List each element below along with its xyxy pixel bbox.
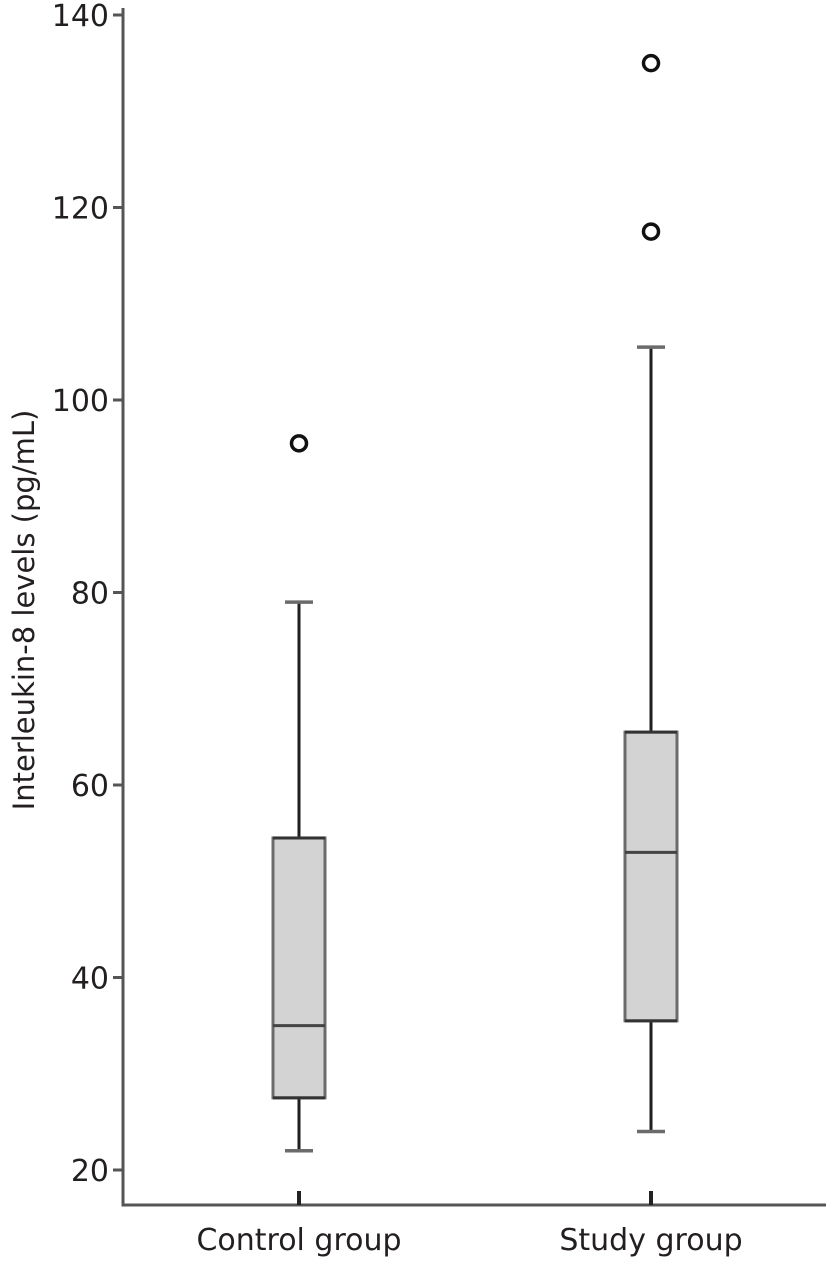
y-tick-label: 100 <box>52 384 109 419</box>
y-tick-label: 40 <box>71 962 109 997</box>
x-tick-label: Control group <box>196 1223 401 1258</box>
y-tick-label: 60 <box>71 769 109 804</box>
y-tick-label: 80 <box>71 577 109 612</box>
box-control-group <box>271 434 327 1153</box>
y-tick-label: 140 <box>52 0 109 34</box>
x-axis-ticks: Control group Study group <box>196 1191 743 1258</box>
axes <box>121 8 826 1207</box>
axis-frame <box>121 8 826 1207</box>
outlier-point <box>641 222 661 241</box>
outlier-point <box>641 53 661 73</box>
box-series <box>271 53 679 1153</box>
y-tick-label: 120 <box>52 192 109 227</box>
y-axis-title: Interleukin-8 levels (pg/mL) <box>7 410 41 811</box>
outlier-point <box>289 434 309 453</box>
box-study-group <box>623 53 679 1134</box>
iqr-box <box>271 836 327 1100</box>
y-tick-label: 20 <box>71 1154 109 1189</box>
iqr-box <box>623 730 679 1023</box>
x-tick-label: Study group <box>559 1223 742 1258</box>
y-axis-ticks: 20 40 60 80 100 120 140 <box>52 0 123 1189</box>
